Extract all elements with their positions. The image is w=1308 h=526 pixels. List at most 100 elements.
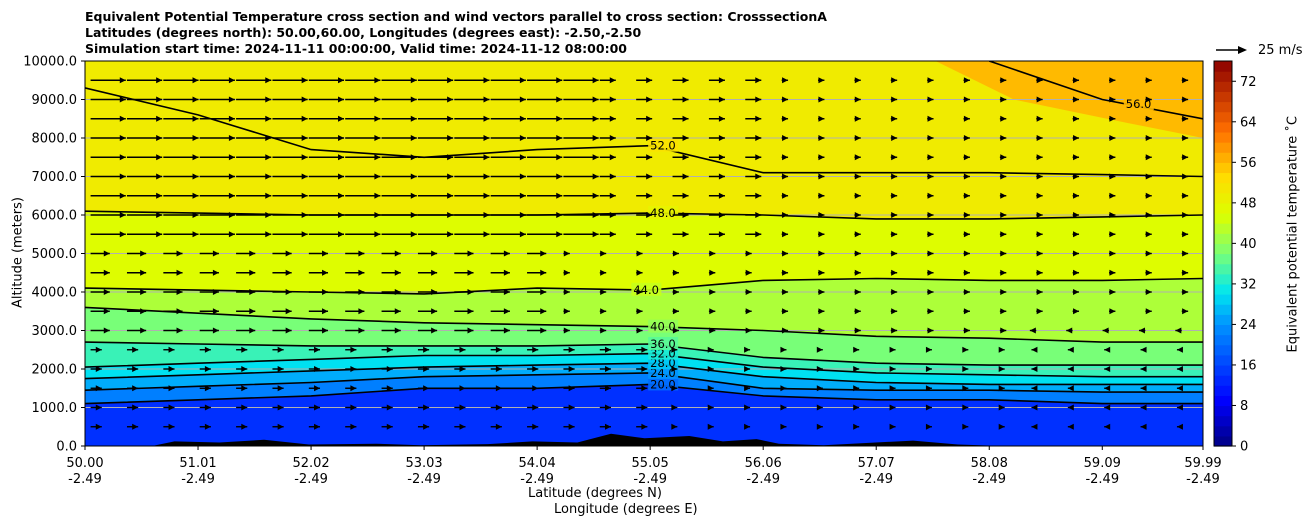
colorbar-tick-label: 56 bbox=[1240, 156, 1257, 171]
contour-label-bg bbox=[648, 336, 679, 350]
wind-vector-head bbox=[646, 135, 653, 141]
wind-vector-head bbox=[682, 96, 689, 103]
colorbar-segment bbox=[1214, 131, 1232, 143]
wind-vector-head bbox=[503, 289, 510, 295]
wind-vector-head bbox=[568, 366, 575, 372]
wind-vector-head bbox=[1140, 423, 1147, 430]
colorbar-segment bbox=[1214, 263, 1232, 275]
theta-band-8 bbox=[85, 87, 1203, 219]
wind-vector-head bbox=[1175, 327, 1182, 334]
wind-vector-head bbox=[780, 346, 787, 353]
wind-vector-head bbox=[228, 212, 235, 218]
wind-vector-head bbox=[394, 250, 401, 257]
wind-vector-head bbox=[301, 231, 308, 238]
colorbar-segment bbox=[1214, 375, 1232, 386]
wind-vector-head bbox=[646, 115, 653, 122]
wind-vector-head bbox=[241, 385, 248, 392]
wind-vector-head bbox=[212, 250, 219, 257]
wind-vector-head bbox=[1000, 77, 1007, 84]
wind-vector-head bbox=[755, 154, 762, 161]
wind-vector-head bbox=[168, 346, 175, 353]
wind-vector-head bbox=[780, 385, 787, 392]
wind-vector-head bbox=[963, 115, 970, 122]
wind-vector-head bbox=[228, 115, 235, 122]
x-tick-label-lat: 57.07 bbox=[858, 456, 895, 471]
wind-vector-head bbox=[782, 308, 789, 315]
wind-vector-head bbox=[338, 231, 345, 238]
wind-vector-head bbox=[447, 115, 454, 122]
wind-vector-head bbox=[483, 212, 490, 218]
wind-vector-head bbox=[532, 404, 539, 411]
wind-vector-head bbox=[168, 366, 175, 372]
wind-vector-head bbox=[95, 404, 102, 411]
wind-vector-head bbox=[322, 250, 329, 257]
wind-vector-head bbox=[410, 231, 417, 238]
wind-vector-head bbox=[338, 115, 345, 122]
wind-vector-head bbox=[410, 192, 417, 199]
wind-vector-head bbox=[1067, 385, 1074, 392]
wind-vector-head bbox=[1073, 77, 1080, 84]
wind-vector-head bbox=[1109, 77, 1116, 84]
wind-vector-head bbox=[927, 96, 934, 103]
wind-vector-head bbox=[709, 250, 716, 257]
wind-vector-head bbox=[285, 289, 292, 295]
wind-vector-head bbox=[818, 308, 825, 315]
wind-vector-head bbox=[563, 269, 570, 276]
wind-vector-head bbox=[1000, 308, 1007, 315]
wind-vector-head bbox=[1182, 154, 1189, 161]
wind-vector-head bbox=[1145, 96, 1152, 103]
wind-vector-head bbox=[963, 173, 970, 180]
wind-vector-head bbox=[672, 269, 679, 276]
wind-vector-head bbox=[1176, 385, 1183, 392]
wind-vector-head bbox=[156, 212, 163, 218]
wind-vector-head bbox=[176, 308, 183, 315]
wind-vector-head bbox=[636, 327, 643, 334]
wind-vector-head bbox=[1031, 366, 1038, 372]
y-tick-label: 9000.0 bbox=[32, 93, 78, 108]
wind-vector-head bbox=[519, 212, 526, 218]
wind-vector-head bbox=[228, 96, 235, 103]
wind-vector-head bbox=[891, 269, 898, 276]
wind-vector-head bbox=[646, 173, 653, 180]
wind-vector-head bbox=[646, 192, 653, 199]
wind-vector-head bbox=[277, 366, 284, 372]
wind-vector-head bbox=[1104, 423, 1111, 430]
wind-vector-head bbox=[963, 212, 970, 218]
wind-vector-head bbox=[374, 135, 381, 141]
wind-vector-head bbox=[782, 192, 789, 199]
wind-vector-head bbox=[394, 269, 401, 276]
theta-band-5 bbox=[85, 307, 1203, 366]
wind-vector-head bbox=[1067, 346, 1074, 353]
wind-vector-head bbox=[265, 192, 272, 199]
colorbar-segment bbox=[1214, 324, 1232, 336]
wind-vector-head bbox=[431, 327, 438, 334]
colorbar-segment bbox=[1214, 304, 1232, 315]
colorbar-segment bbox=[1214, 405, 1232, 417]
wind-vector-head bbox=[1073, 289, 1080, 295]
wind-vector-head bbox=[459, 346, 466, 353]
wind-vector-head bbox=[1067, 423, 1074, 430]
wind-vector-head bbox=[140, 308, 147, 315]
wind-vector-head bbox=[556, 154, 563, 161]
wind-vector-head bbox=[241, 366, 248, 372]
wind-vector-head bbox=[1145, 289, 1152, 295]
wind-vector-head bbox=[1109, 250, 1116, 257]
wind-vector-head bbox=[410, 115, 417, 122]
colorbar-tick-label: 8 bbox=[1240, 399, 1248, 414]
wind-vector-head bbox=[556, 231, 563, 238]
wind-vector-head bbox=[609, 212, 616, 218]
wind-vector-head bbox=[755, 96, 762, 103]
colorbar-segment bbox=[1214, 212, 1232, 224]
wind-vector-head bbox=[192, 173, 199, 180]
wind-vector-head bbox=[394, 289, 401, 295]
wind-vector-head bbox=[718, 135, 725, 141]
wind-vector-head bbox=[1073, 308, 1080, 315]
wind-vector-head bbox=[816, 404, 823, 411]
wind-vector-head bbox=[1176, 423, 1183, 430]
wind-vector-head bbox=[755, 115, 762, 122]
contour-label-bg bbox=[648, 319, 679, 333]
wind-vector-head bbox=[192, 96, 199, 103]
wind-vector-head bbox=[854, 250, 861, 257]
wind-vector-head bbox=[818, 115, 825, 122]
wind-vector-head bbox=[1066, 327, 1073, 334]
